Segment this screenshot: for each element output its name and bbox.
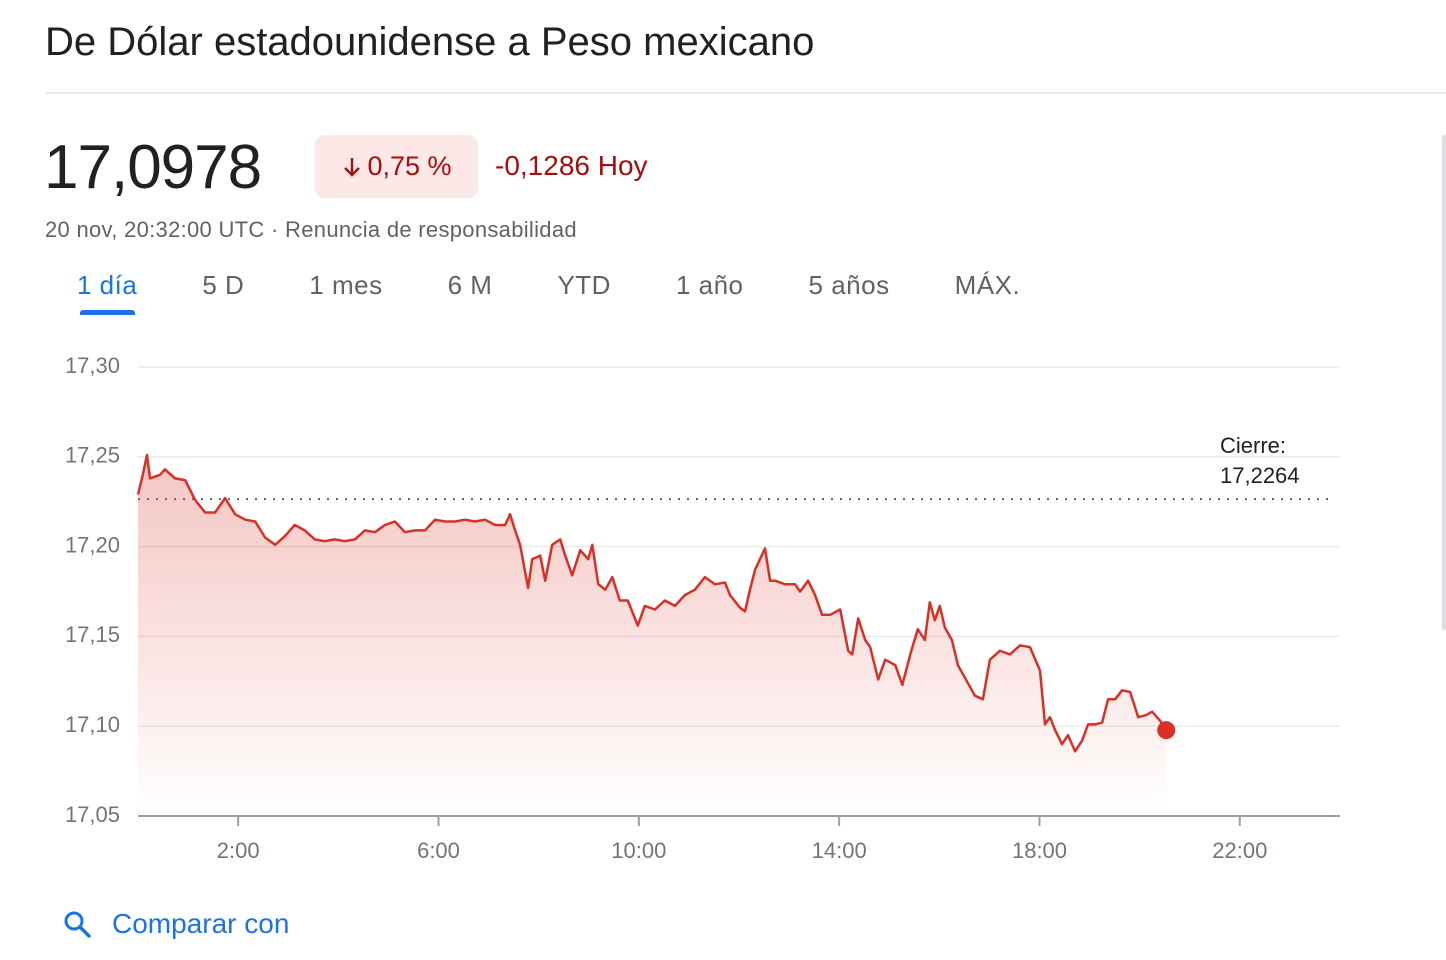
range-tab[interactable]: 1 día bbox=[77, 270, 137, 315]
range-tab[interactable]: YTD bbox=[557, 270, 611, 300]
y-tick-label: 17,15 bbox=[65, 622, 120, 647]
scroll-edge bbox=[1442, 135, 1446, 630]
y-tick-label: 17,25 bbox=[65, 443, 120, 468]
x-tick-label: 10:00 bbox=[611, 838, 666, 863]
range-tab[interactable]: 1 mes bbox=[309, 270, 383, 300]
divider bbox=[45, 92, 1446, 94]
compare-link[interactable]: Comparar con bbox=[62, 908, 289, 940]
down-arrow-icon bbox=[344, 157, 361, 177]
area-fill bbox=[138, 455, 1167, 816]
previous-close-label: Cierre: bbox=[1220, 433, 1286, 458]
change-absolute: -0,1286 Hoy bbox=[495, 150, 648, 181]
y-tick-label: 17,05 bbox=[65, 802, 120, 827]
range-tab[interactable]: 1 año bbox=[675, 270, 744, 300]
previous-close-value: 17,2264 bbox=[1220, 463, 1300, 488]
range-tab[interactable]: 5 D bbox=[202, 270, 245, 300]
compare-text: Comparar con bbox=[112, 908, 290, 939]
x-tick-label: 22:00 bbox=[1212, 838, 1267, 863]
timestamp: 20 nov, 20:32:00 UTC · Renuncia de respo… bbox=[45, 217, 577, 242]
price-line bbox=[136, 453, 1168, 753]
chart: 17,05 17,10 17,15 17,20 17,25 17,30 2:00 6:00 10… bbox=[65, 353, 1340, 863]
range-tab[interactable]: 6 M bbox=[447, 270, 493, 300]
search-icon bbox=[64, 911, 91, 938]
range-tabs: 1 día 5 D 1 mes 6 M YTD 1 año 5 años MÁX. bbox=[77, 270, 1021, 315]
y-tick-label: 17,10 bbox=[65, 712, 120, 737]
range-tab[interactable]: 5 años bbox=[808, 270, 890, 300]
price: 17,0978 bbox=[44, 133, 262, 202]
change-badge: 0,75 % bbox=[315, 135, 478, 198]
change-percent: 0,75 % bbox=[367, 151, 452, 181]
last-point bbox=[1157, 721, 1176, 740]
y-tick-label: 17,20 bbox=[65, 532, 120, 557]
x-tick-label: 2:00 bbox=[217, 838, 260, 863]
y-tick-label: 17,30 bbox=[65, 353, 120, 378]
x-tick-label: 14:00 bbox=[812, 838, 867, 863]
page-title: De Dólar estadounidense a Peso mexicano bbox=[45, 20, 815, 64]
range-tab[interactable]: MÁX. bbox=[954, 270, 1021, 300]
x-tick-label: 18:00 bbox=[1012, 838, 1067, 863]
x-tick-label: 6:00 bbox=[417, 838, 460, 863]
